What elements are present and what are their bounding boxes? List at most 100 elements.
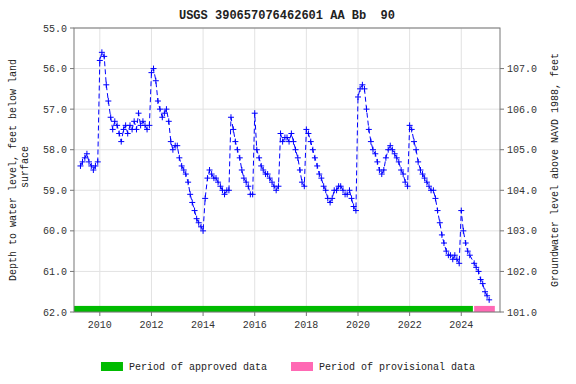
data-marker (460, 228, 466, 234)
data-line (80, 52, 489, 299)
x-tick (99, 312, 100, 316)
y-tick (70, 28, 74, 29)
x-tick (409, 312, 410, 316)
data-marker (256, 155, 262, 161)
data-marker (200, 228, 206, 234)
legend-swatch (101, 362, 123, 371)
y-tick (70, 109, 74, 110)
data-marker (146, 122, 152, 128)
data-marker (163, 106, 169, 112)
y2-tick-label: 102.0 (507, 267, 537, 278)
data-marker (396, 159, 402, 165)
y-axis-label-line: Depth to water level, feet below land (8, 59, 19, 281)
data-marker (131, 118, 137, 124)
y2-axis-label: Groundwater level above NAVD 1988, feet (550, 53, 561, 287)
data-marker (413, 147, 419, 153)
y2-tick (500, 271, 504, 272)
data-marker (189, 199, 195, 205)
data-marker (301, 183, 307, 189)
background (0, 0, 576, 384)
x-tick-label: 2014 (191, 320, 215, 331)
data-marker (353, 208, 359, 214)
period-bar (74, 306, 473, 312)
data-marker (202, 195, 208, 201)
y-tick (70, 68, 74, 69)
x-tick-label: 2024 (449, 320, 473, 331)
data-marker (239, 167, 245, 173)
y2-tick (500, 230, 504, 231)
data-marker (323, 187, 329, 193)
y-tick-label: 55.0 (43, 24, 67, 35)
data-marker (463, 240, 469, 246)
x-tick (151, 312, 152, 316)
data-marker (185, 179, 191, 185)
x-tick-label: 2012 (139, 320, 163, 331)
data-marker (278, 130, 284, 136)
data-marker (314, 163, 320, 169)
data-marker (151, 66, 157, 72)
data-marker (430, 187, 436, 193)
legend: Period of approved dataPeriod of provisi… (101, 362, 475, 373)
data-marker (366, 126, 372, 132)
x-tick (461, 312, 462, 316)
title: USGS 390657076462601 AA Bb 90 (179, 9, 395, 23)
y-axis-label-line: surface (20, 146, 31, 194)
data-marker (480, 281, 486, 287)
grid-line-x (306, 28, 307, 312)
data-marker (458, 208, 464, 214)
data-marker (252, 110, 258, 116)
data-marker (310, 147, 316, 153)
data-marker (110, 126, 116, 132)
data-marker (400, 171, 406, 177)
data-marker (486, 297, 492, 303)
y2-tick (500, 190, 504, 191)
data-marker (254, 147, 260, 153)
data-marker (361, 86, 367, 92)
data-marker (125, 130, 131, 136)
data-marker (364, 106, 370, 112)
data-marker (329, 195, 335, 201)
data-marker (183, 171, 189, 177)
data-marker (103, 82, 109, 88)
data-marker (374, 159, 380, 165)
x-tick (203, 312, 204, 316)
data-marker (187, 191, 193, 197)
x-tick-label: 2018 (294, 320, 318, 331)
data-marker (234, 147, 240, 153)
y-tick-label: 58.0 (43, 145, 67, 156)
data-marker (226, 187, 232, 193)
x-tick (254, 312, 255, 316)
grid-line-y (74, 271, 500, 272)
data-marker (476, 268, 482, 274)
data-marker (409, 126, 415, 132)
data-marker (297, 167, 303, 173)
data-marker (312, 155, 318, 161)
data-marker (295, 155, 301, 161)
grid-line-y (74, 230, 500, 231)
data-marker (308, 139, 314, 145)
data-marker (305, 130, 311, 136)
data-marker (245, 183, 251, 189)
y-tick-label: 62.0 (43, 308, 67, 319)
legend-swatch (291, 362, 313, 371)
y-tick-label: 57.0 (43, 105, 67, 116)
data-marker (116, 130, 122, 136)
grid-line-x (409, 28, 410, 312)
data-marker (368, 139, 374, 145)
data-marker (415, 159, 421, 165)
x-tick (358, 312, 359, 316)
chart: 2010201220142016201820202022202455.056.0… (0, 0, 576, 384)
y-tick (70, 190, 74, 191)
data-marker (467, 252, 473, 258)
y-tick-label: 59.0 (43, 186, 67, 197)
data-marker (381, 167, 387, 173)
grid-line-x (358, 28, 359, 312)
data-marker (441, 240, 447, 246)
axes: 2010201220142016201820202022202455.056.0… (43, 24, 537, 332)
grid-line-y (74, 68, 500, 69)
data-marker (174, 143, 180, 149)
data-marker (237, 155, 243, 161)
data-marker (432, 195, 438, 201)
data-marker (355, 94, 361, 100)
data-marker (288, 130, 294, 136)
